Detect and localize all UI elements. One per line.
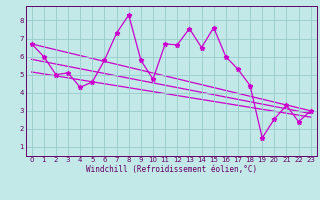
- X-axis label: Windchill (Refroidissement éolien,°C): Windchill (Refroidissement éolien,°C): [86, 165, 257, 174]
